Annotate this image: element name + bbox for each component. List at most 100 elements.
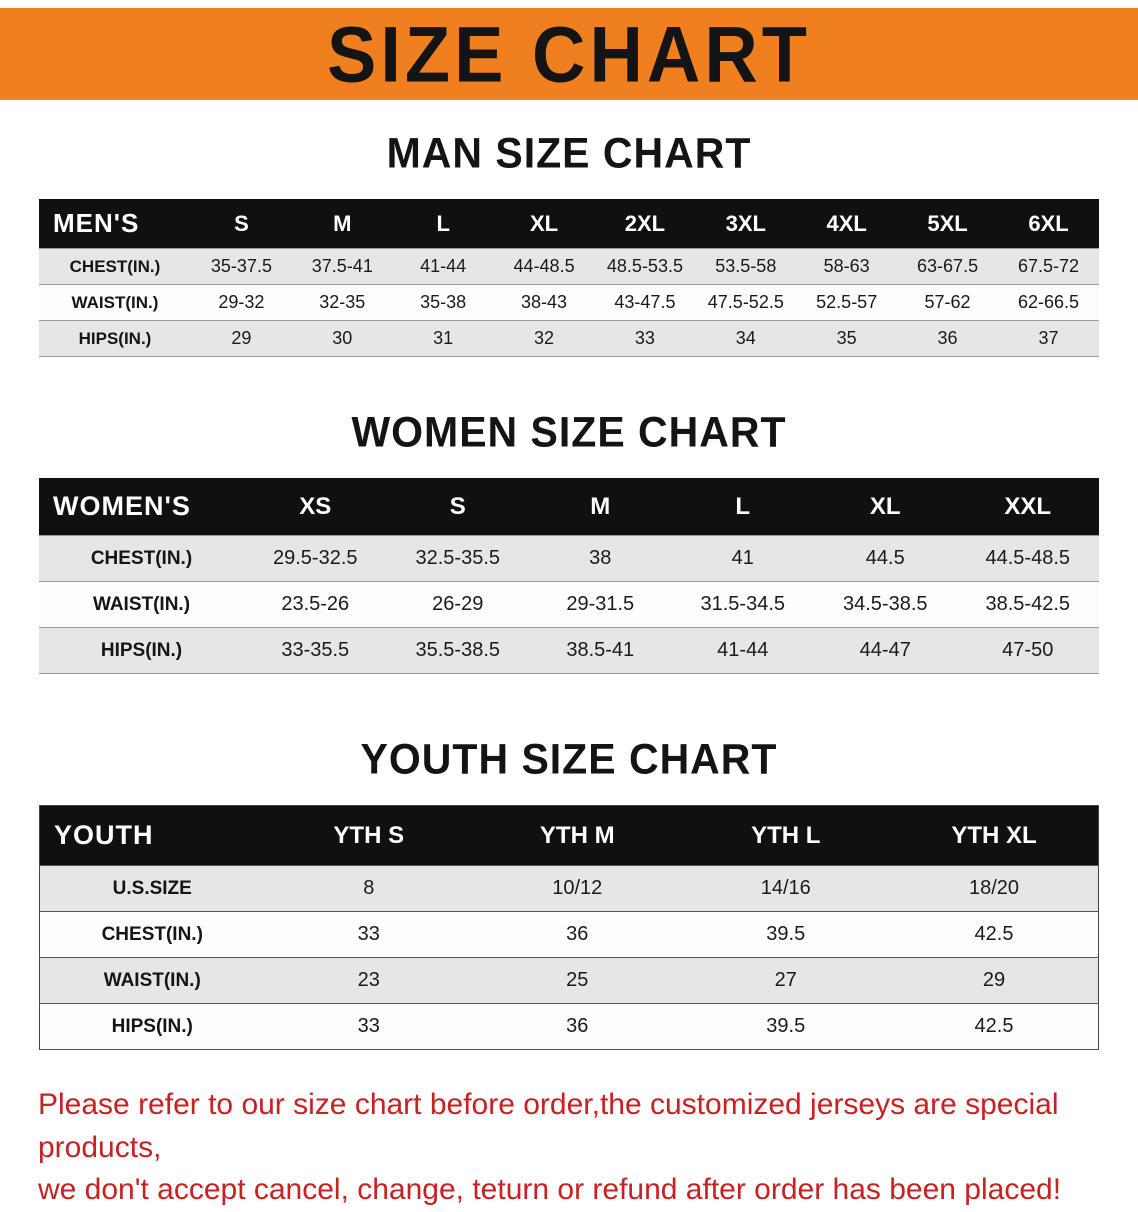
size-value-cell: 36 <box>937 328 958 348</box>
size-column-header: XL <box>493 199 595 249</box>
size-value-cell: 63-67.5 <box>917 256 979 276</box>
row-label: CHEST(IN.) <box>90 547 193 569</box>
size-value-cell: 32 <box>534 328 555 348</box>
table-row: HIPS(IN.) 33-35.5 35.5-38.5 38.5-41 41-44 44-… <box>39 627 1099 674</box>
size-value-cell: 10/12 <box>552 877 603 899</box>
size-value-cell: 14/16 <box>760 877 811 899</box>
size-value-cell: 47.5-52.5 <box>707 292 784 312</box>
order-notice: Please refer to our size chart before or… <box>38 1084 1102 1212</box>
size-value-cell: 33-35.5 <box>281 639 350 661</box>
size-value-cell: 31 <box>433 328 454 348</box>
womens-section-heading: WOMEN SIZE CHART <box>351 408 787 456</box>
row-label: CHEST(IN.) <box>69 256 161 276</box>
size-column-header: 3XL <box>695 199 797 249</box>
size-value-cell: 38.5-41 <box>566 639 635 661</box>
size-value-cell: 38.5-42.5 <box>985 593 1070 615</box>
size-value-cell: 35-37.5 <box>210 256 272 276</box>
size-column-header: L <box>671 478 814 536</box>
size-value-cell: 29 <box>231 328 252 348</box>
size-value-cell: 67.5-72 <box>1017 256 1080 276</box>
row-label: WAIST(IN.) <box>71 292 159 312</box>
size-value-cell: 39.5 <box>766 1015 806 1037</box>
size-column-header: L <box>392 199 494 249</box>
size-value-cell: 53.5-58 <box>715 256 777 276</box>
size-value-cell: 41-44 <box>717 639 769 661</box>
size-value-cell: 42.5 <box>974 923 1014 945</box>
size-value-cell: 42.5 <box>974 1015 1014 1037</box>
size-value-cell: 35.5-38.5 <box>415 639 500 661</box>
size-column-header: YTH XL <box>890 805 1099 866</box>
size-value-cell: 35 <box>836 328 857 348</box>
youth-size-table: YOUTH YTH S YTH M YTH L YTH XL U.S.SIZE 8 10/12… <box>39 805 1099 1050</box>
table-row: CHEST(IN.) 33 36 39.5 42.5 <box>39 911 1099 958</box>
size-value-cell: 37.5-41 <box>311 256 373 276</box>
size-value-cell: 32.5-35.5 <box>415 547 500 569</box>
size-value-cell: 8 <box>363 877 375 899</box>
size-value-cell: 23 <box>357 969 380 991</box>
table-corner-label: YOUTH <box>39 805 265 866</box>
row-label: HIPS(IN.) <box>78 328 152 348</box>
size-column-header: YTH M <box>473 805 682 866</box>
table-row: HIPS(IN.) 29 30 31 32 33 34 35 36 37 <box>39 320 1099 357</box>
table-row: WAIST(IN.) 23 25 27 29 <box>39 957 1099 1004</box>
row-label: WAIST(IN.) <box>103 969 201 991</box>
size-column-header: S <box>386 478 529 536</box>
size-value-cell: 23.5-26 <box>281 593 350 615</box>
size-value-cell: 39.5 <box>766 923 806 945</box>
row-label: HIPS(IN.) <box>100 639 183 661</box>
youth-section: YOUTH SIZE CHART YOUTH YTH S YTH M YTH L YTH… <box>0 735 1138 1050</box>
size-value-cell: 44-47 <box>859 639 911 661</box>
table-header-row: YOUTH YTH S YTH M YTH L YTH XL <box>39 805 1099 866</box>
size-value-cell: 36 <box>566 923 589 945</box>
mens-section: MAN SIZE CHART MEN'S S M L XL 2XL 3XL 4XL 5XL 6XL… <box>0 129 1138 357</box>
size-value-cell: 34.5-38.5 <box>842 593 928 615</box>
size-value-cell: 33 <box>357 1015 380 1037</box>
row-label: CHEST(IN.) <box>101 923 203 945</box>
size-column-header: 6XL <box>998 199 1099 249</box>
table-row: WAIST(IN.) 29-32 32-35 35-38 38-43 43-47.5 47.… <box>39 284 1099 321</box>
womens-section: WOMEN SIZE CHART WOMEN'S XS S M L XL XXL CHEST(… <box>0 408 1138 674</box>
size-value-cell: 44.5-48.5 <box>985 547 1070 569</box>
size-column-header: XXL <box>956 478 1099 536</box>
size-value-cell: 25 <box>566 969 589 991</box>
table-corner-label: WOMEN'S <box>39 478 244 536</box>
table-row: WAIST(IN.) 23.5-26 26-29 29-31.5 31.5-34.5 34… <box>39 581 1099 628</box>
size-value-cell: 41-44 <box>420 256 467 276</box>
size-value-cell: 37 <box>1038 328 1059 348</box>
size-column-header: XS <box>244 478 387 536</box>
size-value-cell: 35-38 <box>420 292 467 312</box>
table-row: CHEST(IN.) 35-37.5 37.5-41 41-44 44-48.5 48.5… <box>39 248 1099 285</box>
row-label: WAIST(IN.) <box>92 593 191 615</box>
womens-size-table: WOMEN'S XS S M L XL XXL CHEST(IN.) 29.5-32.5 32.5… <box>39 478 1099 674</box>
size-value-cell: 34 <box>735 328 756 348</box>
size-value-cell: 38 <box>589 547 612 569</box>
size-value-cell: 38-43 <box>521 292 568 312</box>
size-value-cell: 33 <box>634 328 655 348</box>
mens-section-heading: MAN SIZE CHART <box>386 129 752 177</box>
notice-line-1: Please refer to our size chart before or… <box>38 1088 1059 1164</box>
size-column-header: XL <box>814 478 957 536</box>
size-value-cell: 30 <box>332 328 353 348</box>
size-value-cell: 29-31.5 <box>566 593 635 615</box>
size-column-header: YTH S <box>264 805 473 866</box>
size-value-cell: 29.5-32.5 <box>272 547 358 569</box>
size-value-cell: 29-32 <box>218 292 265 312</box>
table-row: CHEST(IN.) 29.5-32.5 32.5-35.5 38 41 44.5 44.5… <box>39 535 1099 582</box>
size-value-cell: 48.5-53.5 <box>606 256 683 276</box>
banner: SIZE CHART <box>0 8 1138 100</box>
row-label: U.S.SIZE <box>112 877 192 899</box>
size-value-cell: 47-50 <box>1002 639 1054 661</box>
size-value-cell: 18/20 <box>968 877 1020 899</box>
size-value-cell: 44.5 <box>865 547 905 569</box>
size-value-cell: 33 <box>357 923 380 945</box>
size-value-cell: 36 <box>566 1015 589 1037</box>
size-value-cell: 31.5-34.5 <box>700 593 785 615</box>
size-value-cell: 44-48.5 <box>513 256 575 276</box>
size-column-header: YTH L <box>681 805 890 866</box>
table-corner-label: MEN'S <box>39 199 191 249</box>
size-column-header: M <box>291 199 393 249</box>
mens-size-table: MEN'S S M L XL 2XL 3XL 4XL 5XL 6XL CHEST(IN.) 35-37… <box>39 199 1099 357</box>
size-value-cell: 27 <box>774 969 797 991</box>
youth-section-heading: YOUTH SIZE CHART <box>360 735 778 783</box>
